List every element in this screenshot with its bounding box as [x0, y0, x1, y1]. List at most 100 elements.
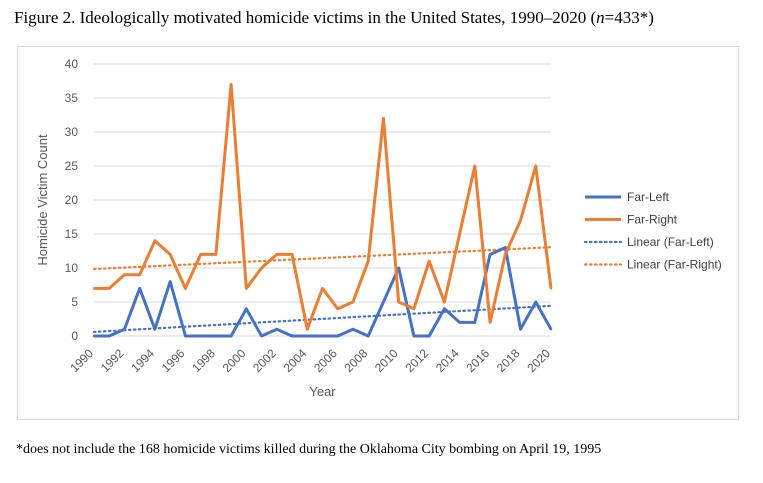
data-point-far-right — [123, 273, 126, 276]
data-point-far-right — [260, 266, 263, 270]
y-axis-ticks: 0 5 10 15 20 25 30 35 40 — [65, 57, 79, 343]
y-tick-label: 20 — [65, 193, 79, 207]
x-tick-label: 2020 — [524, 346, 553, 375]
data-point-far-right — [351, 300, 355, 304]
x-tick-label: 1994 — [128, 346, 157, 375]
series-lines — [92, 82, 553, 338]
data-point-far-left — [504, 246, 507, 249]
x-axis-ticks: 1990 1992 1994 1996 1998 2000 2002 2004 2006 2008… — [67, 346, 553, 375]
y-axis-label: Homicide Victim Count — [35, 134, 50, 266]
data-point-far-right — [549, 287, 553, 290]
figure-title-n: n — [596, 8, 605, 27]
data-point-far-right — [245, 287, 248, 290]
data-point-far-right — [458, 232, 461, 236]
data-point-far-left — [427, 334, 431, 338]
data-point-far-left — [321, 334, 324, 338]
figure-title-prefix: Figure 2. Ideologically motivated homici… — [14, 8, 597, 27]
data-point-far-left — [123, 328, 126, 331]
data-point-far-left — [275, 328, 278, 331]
data-point-far-right — [412, 307, 416, 310]
legend-label-far-left: Far-Left — [627, 190, 670, 204]
x-tick-label: 1990 — [67, 346, 96, 375]
data-point-far-left — [229, 334, 233, 338]
trendline-linear-far-right — [92, 246, 553, 271]
x-tick-label: 1996 — [159, 346, 188, 375]
x-tick-label: 2016 — [463, 346, 492, 375]
chart-area: 0 5 10 15 20 25 30 35 40 1990 1992 1994 1996 1998 200… — [17, 46, 739, 420]
data-point-far-left — [199, 334, 202, 338]
data-point-far-left — [336, 334, 339, 338]
data-point-far-right — [519, 219, 522, 222]
data-point-far-right — [336, 307, 339, 310]
x-tick-label: 2006 — [311, 346, 340, 375]
data-point-far-right — [488, 321, 492, 324]
x-tick-label: 1998 — [189, 346, 218, 375]
data-point-far-left — [153, 328, 157, 331]
y-tick-label: 0 — [71, 329, 78, 343]
y-tick-label: 35 — [65, 91, 79, 105]
data-point-far-left — [214, 334, 218, 338]
x-tick-label: 2008 — [342, 346, 371, 375]
gridlines — [94, 63, 551, 337]
x-tick-label: 2002 — [250, 346, 279, 375]
x-tick-label: 1992 — [98, 346, 127, 375]
data-point-far-right — [427, 260, 431, 263]
data-point-far-left — [443, 307, 446, 310]
x-tick-label: 2004 — [281, 346, 310, 375]
data-point-far-right — [184, 287, 187, 290]
y-tick-label: 10 — [65, 261, 79, 275]
data-point-far-left — [108, 334, 111, 338]
data-point-far-right — [214, 253, 218, 256]
data-point-far-left — [138, 287, 141, 290]
data-point-far-left — [290, 334, 294, 338]
data-point-far-right — [138, 273, 141, 276]
data-point-far-left — [549, 328, 553, 331]
data-point-far-left — [184, 334, 187, 338]
data-point-far-left — [92, 334, 96, 338]
data-point-far-right — [108, 287, 111, 290]
trendline-linear-far-left — [92, 304, 553, 334]
x-tick-label: 2014 — [433, 346, 462, 375]
data-point-far-right — [397, 300, 400, 304]
data-point-far-left — [397, 266, 400, 270]
data-point-far-right — [504, 253, 507, 256]
data-point-far-left — [168, 280, 172, 283]
legend-label-linear-far-left: Linear (Far-Left) — [627, 235, 714, 249]
legend: Far-Left Far-Right Linear (Far-Left) Linear… — [583, 190, 722, 272]
data-point-far-right — [153, 239, 157, 242]
data-point-far-left — [412, 334, 416, 338]
data-point-far-left — [473, 321, 477, 324]
data-point-far-left — [382, 300, 385, 304]
data-point-far-right — [306, 328, 309, 331]
y-tick-label: 25 — [65, 159, 79, 173]
data-point-far-right — [290, 253, 294, 256]
data-point-far-left — [306, 334, 309, 338]
data-point-far-left — [534, 300, 537, 304]
y-tick-label: 40 — [65, 57, 79, 71]
x-tick-label: 2010 — [372, 346, 401, 375]
x-tick-label: 2012 — [402, 346, 431, 375]
data-point-far-right — [229, 83, 233, 86]
data-point-far-left — [458, 321, 461, 324]
data-point-far-right — [367, 260, 370, 263]
y-tick-label: 15 — [65, 227, 79, 241]
y-tick-label: 30 — [65, 125, 79, 139]
data-point-far-left — [488, 253, 492, 256]
y-tick-label: 5 — [71, 295, 78, 309]
legend-label-far-right: Far-Right — [627, 213, 678, 227]
data-point-far-right — [168, 253, 172, 256]
trendlines — [92, 246, 553, 334]
data-point-far-left — [260, 334, 263, 338]
data-point-far-left — [519, 328, 522, 331]
data-point-far-right — [473, 164, 477, 168]
data-point-far-right — [275, 253, 278, 256]
footnote: *does not include the 168 homicide victi… — [16, 442, 602, 457]
data-point-far-left — [245, 307, 248, 310]
x-tick-label: 2018 — [494, 346, 523, 375]
data-point-far-right — [443, 300, 446, 304]
figure-title-suffix: =433*) — [604, 8, 654, 27]
data-point-far-right — [321, 287, 324, 290]
figure-title: Figure 2. Ideologically motivated homici… — [14, 8, 754, 28]
legend-label-linear-far-right: Linear (Far-Right) — [627, 258, 722, 272]
